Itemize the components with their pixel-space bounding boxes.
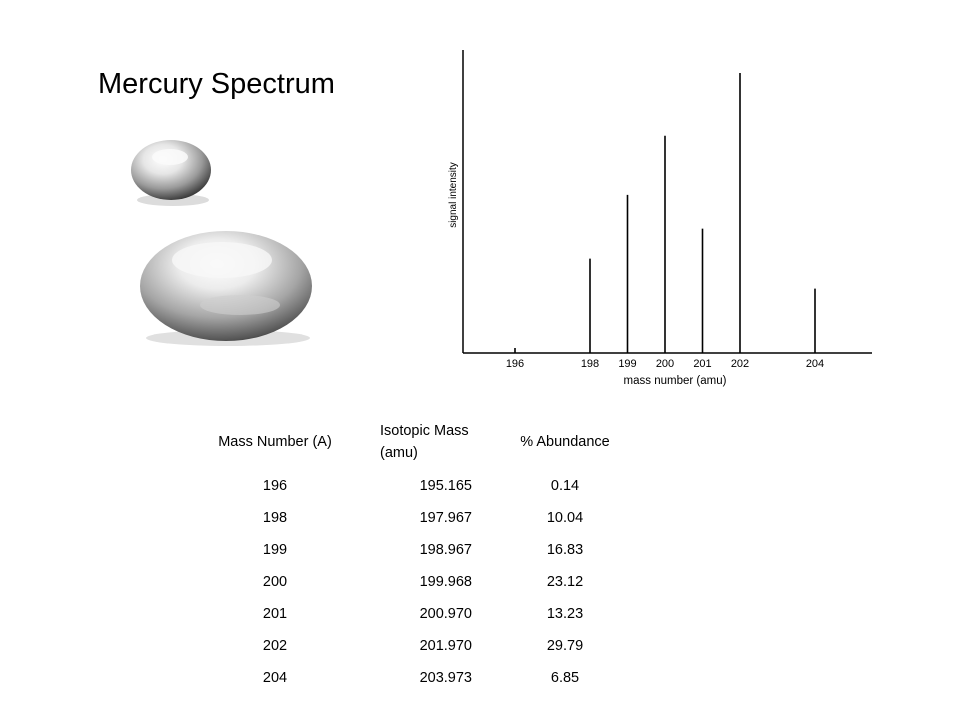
cell-mass-number: 204 bbox=[262, 670, 288, 686]
table-row: 198 197.967 10.04 bbox=[200, 502, 650, 534]
x-tick-label: 196 bbox=[506, 358, 524, 370]
cell-isotopic-mass: 201.970 bbox=[419, 638, 472, 654]
cell-mass-number: 202 bbox=[262, 638, 288, 654]
mass-spectrum-chart: 196 198 199 200 201 202 204 mass number (amu) … bbox=[448, 50, 872, 387]
cell-mass-number: 196 bbox=[262, 478, 288, 494]
x-tick-label: 200 bbox=[656, 358, 674, 370]
table-row: 202 201.970 29.79 bbox=[200, 630, 650, 662]
cell-mass-number: 199 bbox=[262, 542, 288, 558]
cell-abundance: 6.85 bbox=[550, 670, 580, 686]
cell-isotopic-mass: 197.967 bbox=[419, 510, 472, 526]
cell-abundance: 10.04 bbox=[546, 510, 584, 526]
x-tick-label: 199 bbox=[618, 358, 636, 370]
x-tick-label: 198 bbox=[581, 358, 599, 370]
isotope-table: Mass Number (A) Isotopic Mass (amu) % Ab… bbox=[200, 414, 650, 694]
table-row: 201 200.970 13.23 bbox=[200, 598, 650, 630]
mercury-droplets-image bbox=[131, 140, 312, 346]
cell-abundance: 0.14 bbox=[550, 478, 580, 494]
header-isotopic-mass: Isotopic Mass (amu) bbox=[380, 423, 469, 461]
slide-title: Mercury Spectrum bbox=[98, 68, 335, 100]
cell-isotopic-mass: 195.165 bbox=[419, 478, 472, 494]
cell-mass-number: 201 bbox=[262, 606, 288, 622]
cell-isotopic-mass: 203.973 bbox=[419, 670, 472, 686]
cell-isotopic-mass: 199.968 bbox=[419, 574, 472, 590]
cell-isotopic-mass: 198.967 bbox=[419, 542, 472, 558]
table-header: Mass Number (A) Isotopic Mass (amu) % Ab… bbox=[200, 414, 650, 470]
x-tick-label: 201 bbox=[693, 358, 711, 370]
y-axis-label: signal intensity bbox=[448, 162, 459, 228]
x-tick-label: 204 bbox=[806, 358, 824, 370]
x-tick-label: 202 bbox=[731, 358, 749, 370]
cell-abundance: 29.79 bbox=[546, 638, 584, 654]
cell-abundance: 23.12 bbox=[546, 574, 584, 590]
table-row: 196 195.165 0.14 bbox=[200, 470, 650, 502]
header-mass-number: Mass Number (A) bbox=[218, 434, 332, 450]
header-abundance: % Abundance bbox=[520, 434, 610, 450]
table-row: 200 199.968 23.12 bbox=[200, 566, 650, 598]
x-axis-label: mass number (amu) bbox=[624, 375, 727, 387]
table-row: 199 198.967 16.83 bbox=[200, 534, 650, 566]
cell-abundance: 16.83 bbox=[546, 542, 584, 558]
table-row: 204 203.973 6.85 bbox=[200, 662, 650, 694]
cell-abundance: 13.23 bbox=[546, 606, 584, 622]
cell-isotopic-mass: 200.970 bbox=[419, 606, 472, 622]
cell-mass-number: 198 bbox=[262, 510, 288, 526]
cell-mass-number: 200 bbox=[262, 574, 288, 590]
